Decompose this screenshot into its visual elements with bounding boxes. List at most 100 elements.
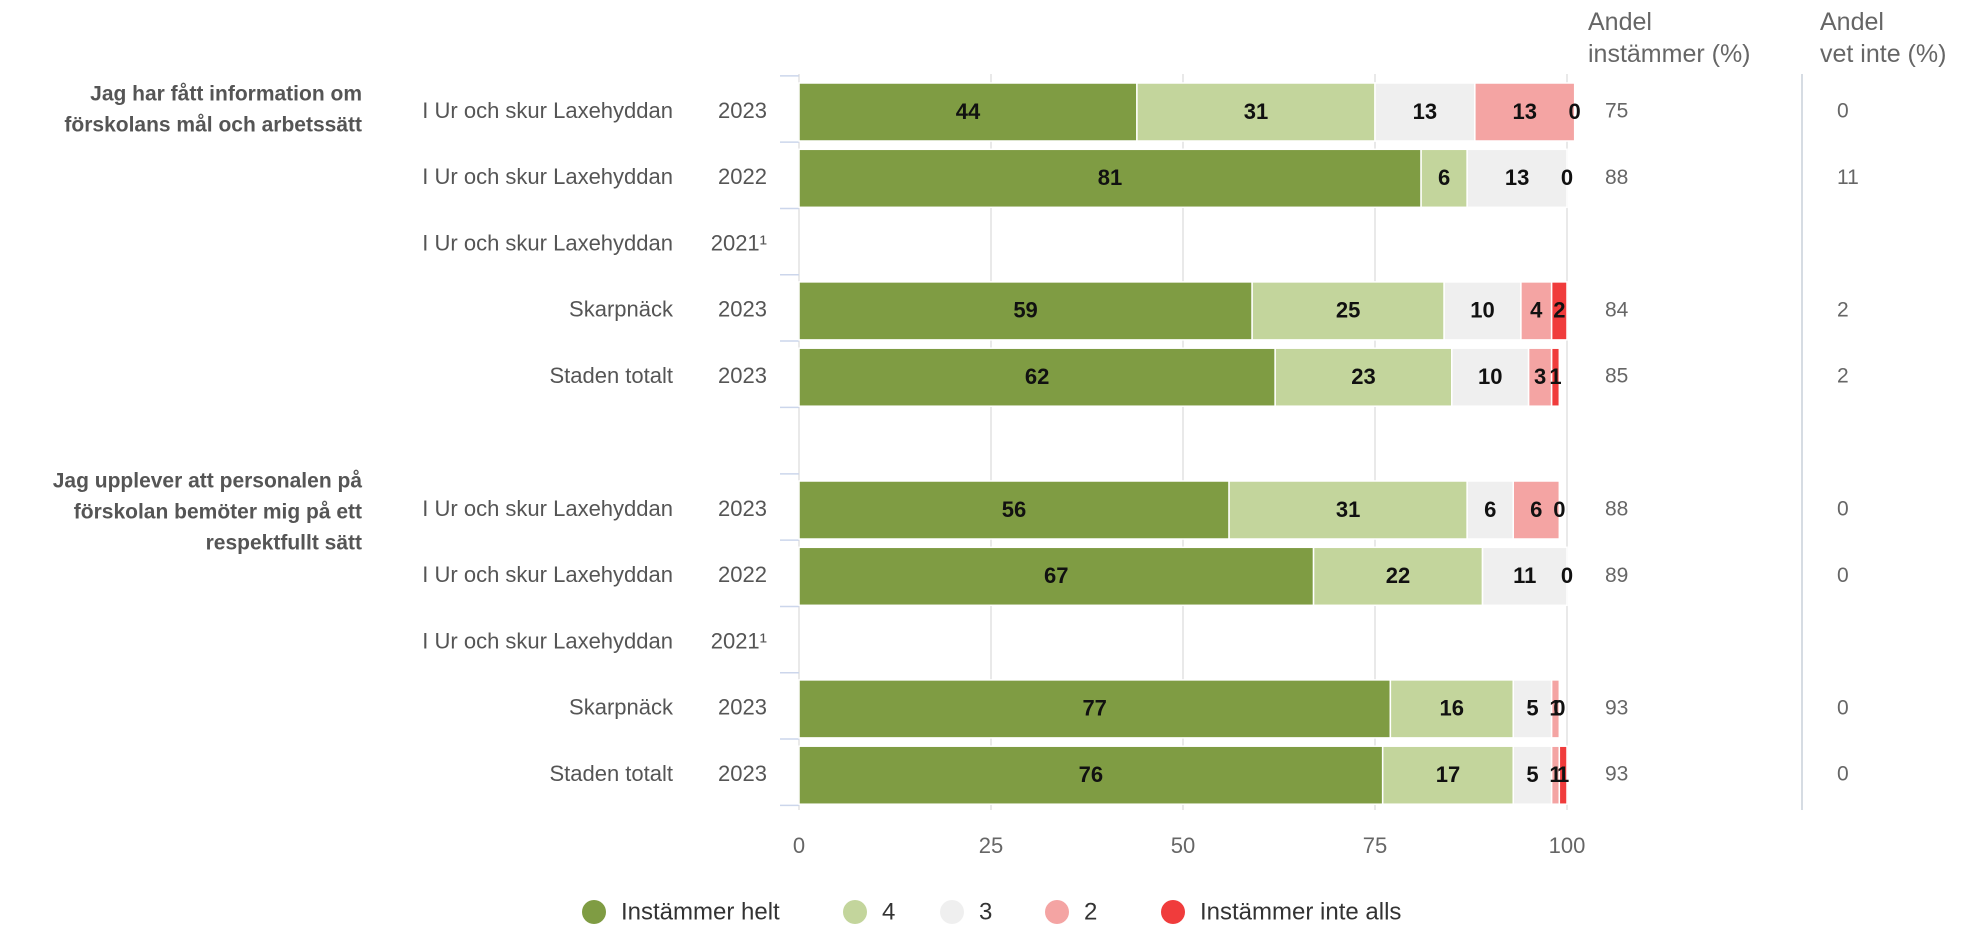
bar-data-label: 0	[1561, 165, 1573, 190]
bar-data-label: 62	[1025, 364, 1049, 389]
legend-marker	[843, 900, 867, 924]
bar-segment	[1420, 148, 1468, 209]
bar-segment	[798, 281, 1253, 341]
bar-segment	[1512, 480, 1561, 540]
dontknow-value: 11	[1837, 166, 1859, 189]
bar-data-label: 23	[1351, 364, 1375, 389]
bar-segment	[1550, 347, 1561, 407]
bar-data-label: 0	[1553, 696, 1565, 721]
agree-value: 84	[1605, 298, 1629, 321]
bar-data-label: 31	[1244, 99, 1268, 124]
x-tick-label: 25	[979, 833, 1003, 858]
bar-data-label: 22	[1386, 563, 1410, 588]
row-year-label: 2021¹	[711, 628, 767, 653]
bar-data-label: 59	[1013, 298, 1037, 323]
bar-data-label: 31	[1336, 497, 1360, 522]
dontknow-header-line1: Andel	[1820, 8, 1884, 36]
bar-segment	[1481, 546, 1568, 607]
row-unit-label: I Ur och skur Laxehyddan	[422, 164, 673, 189]
dontknow-value: 0	[1837, 696, 1849, 719]
bar-data-label: 1	[1557, 762, 1569, 787]
bar-segment	[1550, 281, 1568, 341]
bar-data-label: 5	[1526, 762, 1538, 787]
bar-data-label: 1	[1549, 364, 1561, 389]
bar-data-label: 4	[1530, 298, 1543, 323]
x-tick-label: 50	[1171, 833, 1195, 858]
dontknow-header-line2: vet inte (%)	[1820, 40, 1947, 68]
row-year-label: 2023	[718, 695, 767, 720]
bar-data-label: 0	[1569, 99, 1581, 124]
bar-data-label: 6	[1484, 497, 1496, 522]
bar-segment	[1381, 745, 1514, 805]
row-year-label: 2023	[718, 496, 767, 521]
dontknow-value: 0	[1837, 498, 1849, 521]
row-year-label: 2023	[718, 363, 767, 388]
bar-segment	[1389, 679, 1514, 739]
dontknow-value: 0	[1837, 564, 1849, 587]
legend-item-label: 3	[979, 898, 992, 925]
row-unit-label: I Ur och skur Laxehyddan	[422, 496, 673, 521]
row-year-label: 2023	[718, 761, 767, 786]
row-unit-label: Staden totalt	[549, 761, 673, 786]
row-year-label: 2022	[718, 562, 767, 587]
legend-item-label: Instämmer inte alls	[1200, 898, 1401, 925]
bar-segment	[1274, 347, 1453, 407]
bar-data-label: 44	[956, 99, 981, 124]
bar-data-label: 3	[1534, 364, 1546, 389]
bar-data-label: 10	[1470, 298, 1494, 323]
bar-segment	[1550, 679, 1561, 739]
row-unit-label: I Ur och skur Laxehyddan	[422, 562, 673, 587]
bar-data-label: 6	[1530, 497, 1542, 522]
bar-data-label: 11	[1513, 563, 1536, 588]
bar-segment	[1466, 480, 1514, 540]
row-year-label: 2021¹	[711, 230, 767, 255]
legend-marker	[940, 900, 964, 924]
agree-value: 85	[1605, 365, 1628, 388]
bar-data-label: 25	[1336, 298, 1360, 323]
bar-data-label: 17	[1436, 762, 1460, 787]
bar-segment	[1251, 281, 1445, 341]
agree-value: 89	[1605, 564, 1628, 587]
bar-segment	[1443, 281, 1522, 341]
row-unit-label: I Ur och skur Laxehyddan	[422, 98, 673, 123]
bar-segment	[1558, 745, 1568, 805]
bar-data-label: 67	[1044, 563, 1068, 588]
row-unit-label: I Ur och skur Laxehyddan	[422, 628, 673, 653]
bar-data-label: 0	[1553, 497, 1565, 522]
bar-segment	[1474, 82, 1576, 142]
row-unit-label: Skarpnäck	[569, 695, 674, 720]
bar-data-label: 76	[1079, 762, 1103, 787]
bar-data-label: 56	[1002, 497, 1026, 522]
bar-segment	[1520, 281, 1553, 341]
question-label: Jag har fått information om	[90, 83, 362, 106]
question-label: förskolans mål och arbetssätt	[64, 114, 362, 137]
legend-marker	[1161, 900, 1185, 924]
legend-item-label: 2	[1084, 898, 1097, 925]
dontknow-column-header: Andel vet inte (%)	[1820, 6, 1946, 70]
agree-header-line1: Andel	[1588, 8, 1652, 36]
agree-value: 88	[1605, 498, 1628, 521]
bar-segment	[798, 480, 1230, 540]
row-unit-label: I Ur och skur Laxehyddan	[422, 230, 673, 255]
bar-segment	[1228, 480, 1468, 540]
bar-segment	[1374, 82, 1476, 142]
x-tick-label: 75	[1363, 833, 1387, 858]
bar-segment	[1136, 82, 1376, 142]
question-label: respektfullt sätt	[206, 532, 362, 555]
dontknow-value: 2	[1837, 365, 1849, 388]
agree-value: 88	[1605, 166, 1628, 189]
bar-data-label: 16	[1440, 696, 1464, 721]
bar-data-label: 10	[1478, 364, 1502, 389]
agree-value: 75	[1605, 100, 1628, 123]
legend-item-label: Instämmer helt	[621, 898, 780, 925]
dontknow-value: 0	[1837, 763, 1849, 786]
bar-data-label: 13	[1513, 99, 1537, 124]
row-year-label: 2023	[718, 297, 767, 322]
bar-segment	[1451, 347, 1530, 407]
legend-marker	[582, 900, 606, 924]
x-tick-label: 0	[793, 833, 805, 858]
question-label: Jag upplever att personalen på	[53, 470, 363, 493]
bar-data-label: 6	[1438, 165, 1450, 190]
row-unit-label: Staden totalt	[549, 363, 673, 388]
